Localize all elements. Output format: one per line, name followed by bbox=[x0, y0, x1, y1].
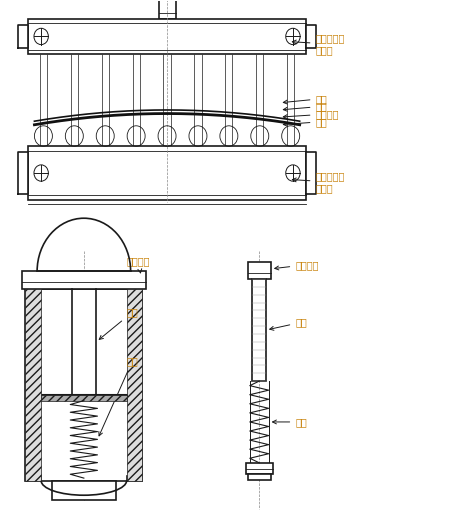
Text: 上、下两组
可调模: 上、下两组 可调模 bbox=[292, 33, 345, 55]
Text: 方形压头: 方形压头 bbox=[283, 109, 339, 119]
Text: 螺杆: 螺杆 bbox=[272, 417, 307, 427]
Polygon shape bbox=[306, 25, 316, 48]
Bar bbox=[256, 54, 263, 146]
Bar bbox=[158, 0, 175, 18]
Bar bbox=[226, 54, 232, 146]
Bar bbox=[163, 54, 170, 146]
Bar bbox=[287, 54, 295, 146]
Polygon shape bbox=[18, 153, 28, 194]
Bar bbox=[127, 289, 143, 481]
Bar bbox=[52, 481, 116, 500]
Bar bbox=[22, 271, 146, 289]
Bar bbox=[101, 54, 109, 146]
Bar bbox=[71, 54, 78, 146]
Bar bbox=[25, 289, 143, 481]
Bar bbox=[253, 279, 266, 381]
Bar bbox=[28, 146, 306, 200]
Bar bbox=[25, 289, 41, 481]
Text: 支柱: 支柱 bbox=[270, 317, 307, 330]
Bar bbox=[40, 54, 47, 146]
Text: 上、下两组
可调模: 上、下两组 可调模 bbox=[292, 171, 345, 193]
Text: 支柱: 支柱 bbox=[283, 117, 327, 126]
Bar bbox=[28, 18, 306, 54]
Bar bbox=[248, 474, 271, 480]
Polygon shape bbox=[18, 25, 28, 48]
Polygon shape bbox=[306, 153, 316, 194]
Bar bbox=[41, 395, 127, 400]
Bar bbox=[248, 262, 271, 279]
Text: 支柱: 支柱 bbox=[99, 307, 138, 339]
Text: 板材: 板材 bbox=[283, 101, 327, 112]
Text: 方形压头: 方形压头 bbox=[127, 256, 150, 273]
Text: 支柱: 支柱 bbox=[283, 94, 327, 104]
Bar bbox=[133, 54, 140, 146]
Text: 弹簧: 弹簧 bbox=[99, 356, 138, 436]
Bar bbox=[194, 54, 202, 146]
Text: 方形压头: 方形压头 bbox=[275, 260, 319, 270]
Bar bbox=[246, 463, 273, 474]
